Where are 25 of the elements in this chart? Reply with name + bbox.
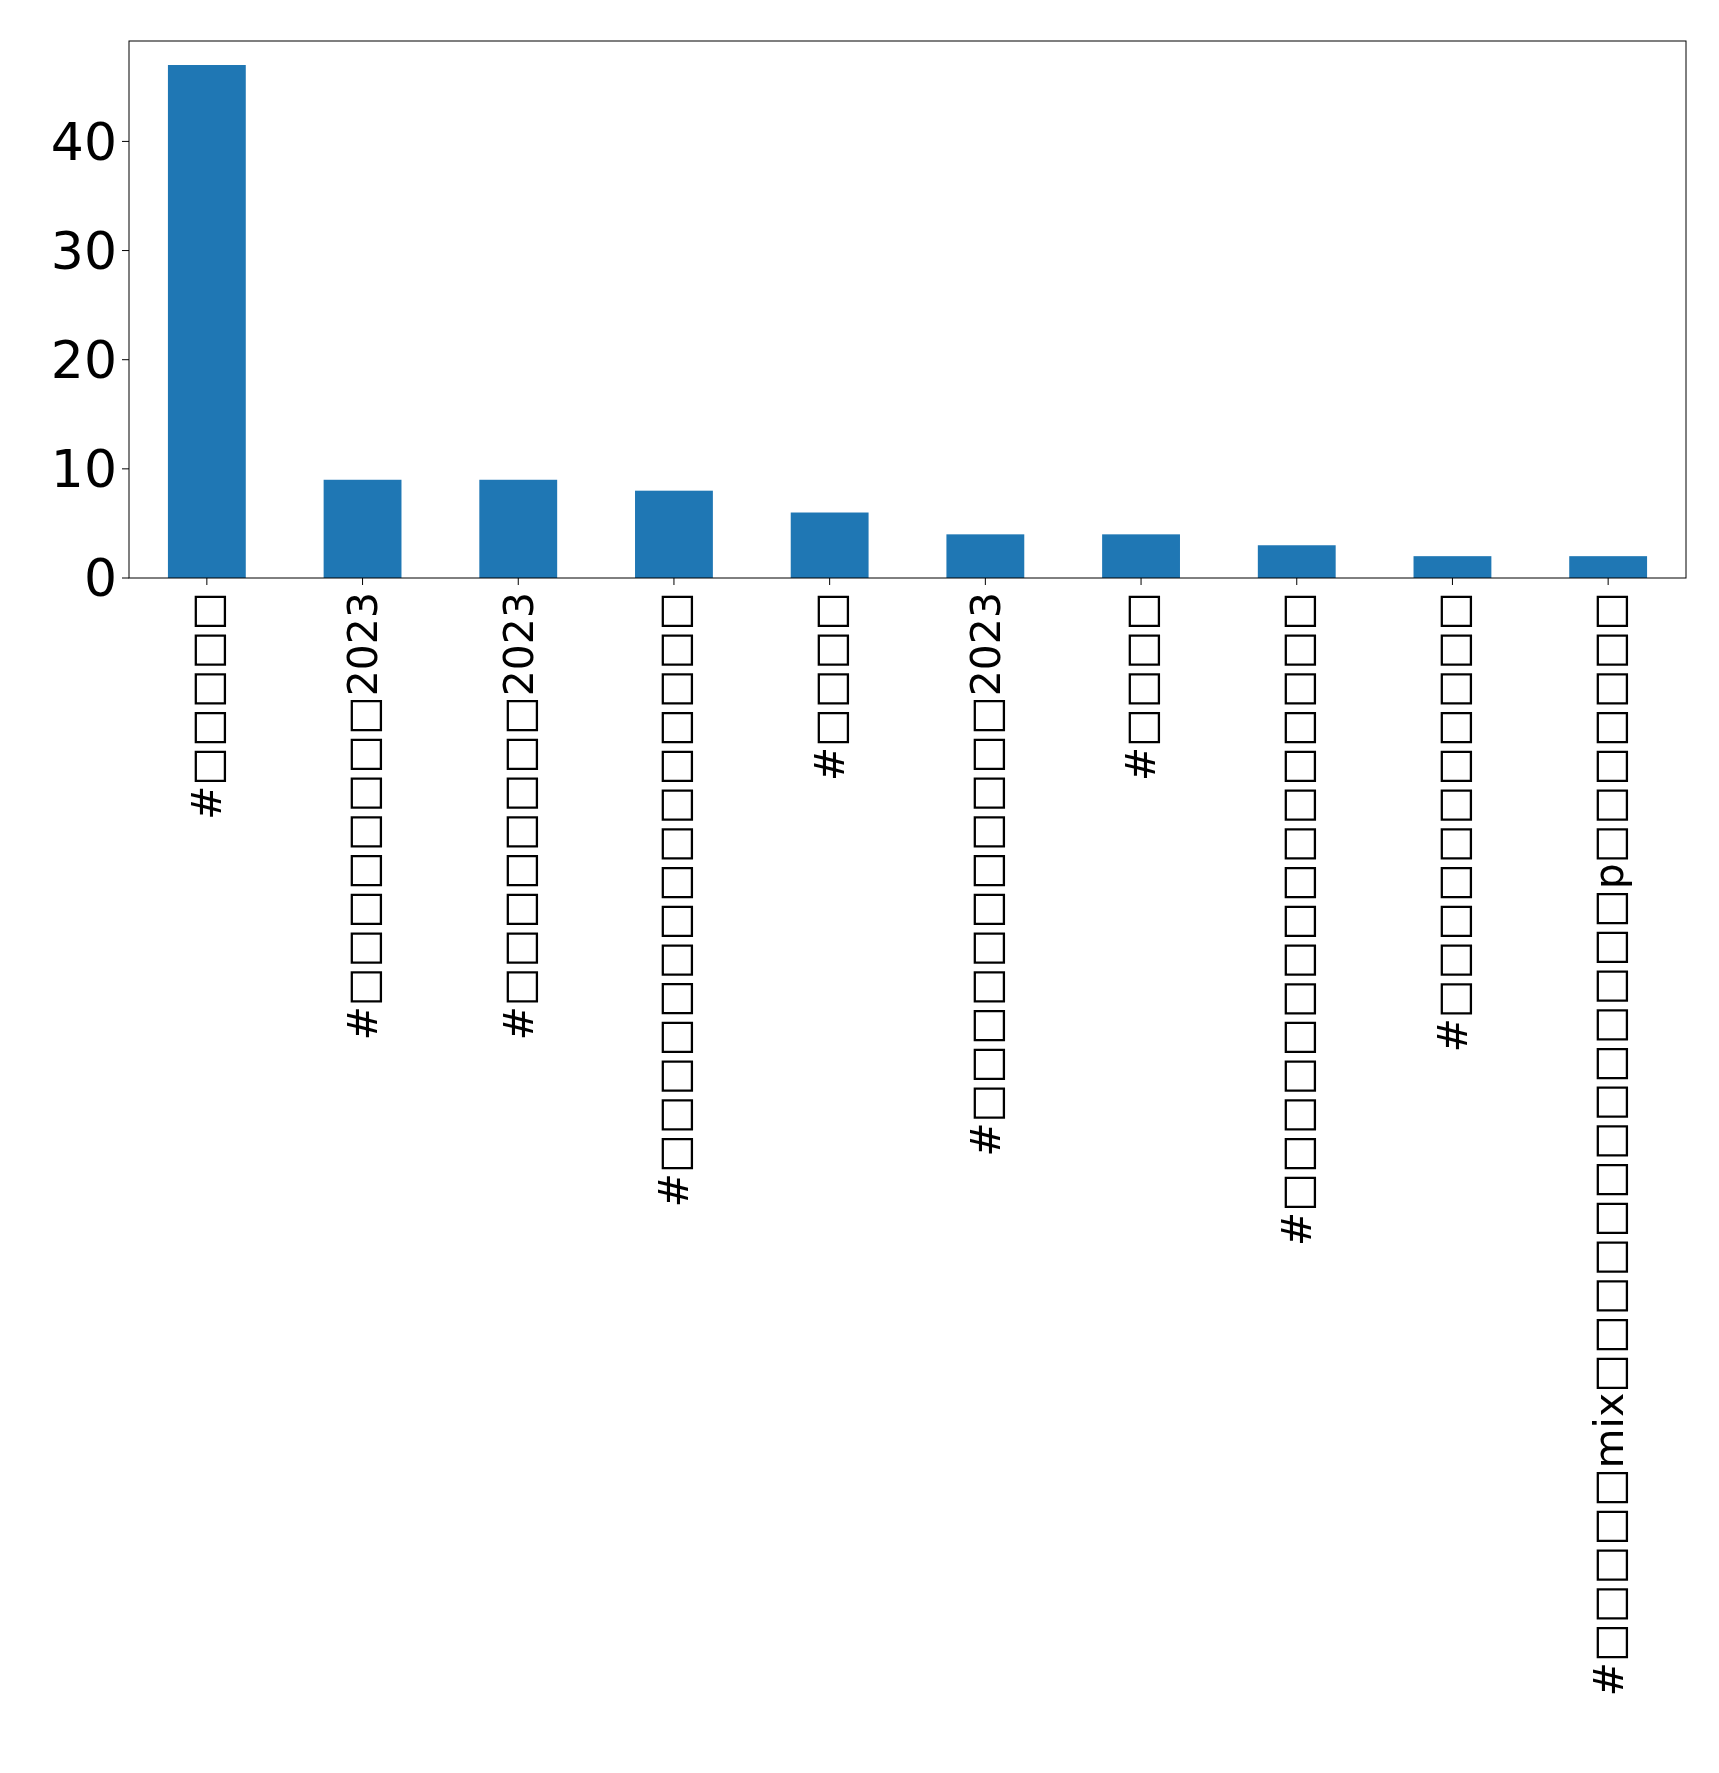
x-tick-label: #□□□□□□□□□□□ xyxy=(1428,592,1477,1053)
x-tick-label: #□□□□□□□□2023 xyxy=(494,592,543,1041)
bar xyxy=(323,479,402,578)
x-tick-label: #□□□□ xyxy=(806,592,854,782)
x-tick-label: #□□□□□mix□□□□□□□□□□□□□p□□□□□□□ xyxy=(1584,592,1633,1697)
y-tick-label: 10 xyxy=(50,439,117,500)
bar xyxy=(1257,545,1336,578)
bar xyxy=(1413,556,1492,578)
bar xyxy=(1102,534,1180,578)
x-tick-label: #□□□□ xyxy=(1117,592,1166,782)
x-tick-label: #□□□□□ xyxy=(183,592,232,821)
y-tick-label: 0 xyxy=(83,548,117,609)
y-tick-label: 40 xyxy=(50,111,117,172)
bar xyxy=(635,490,713,578)
bar xyxy=(946,534,1025,578)
bar xyxy=(479,479,558,578)
bar xyxy=(167,65,246,578)
y-tick-label: 30 xyxy=(50,220,117,281)
x-tick-label: #□□□□□□□□□□□2023 xyxy=(961,592,1010,1157)
x-tick-label: #□□□□□□□□□□□□□□□ xyxy=(650,592,699,1208)
x-tick-label: #□□□□□□□□2023 xyxy=(338,592,387,1041)
y-tick-label: 20 xyxy=(50,329,117,390)
bar xyxy=(790,512,869,578)
x-tick-label: #□□□□□□□□□□□□□□□□ xyxy=(1273,592,1322,1247)
bar xyxy=(1569,556,1648,578)
